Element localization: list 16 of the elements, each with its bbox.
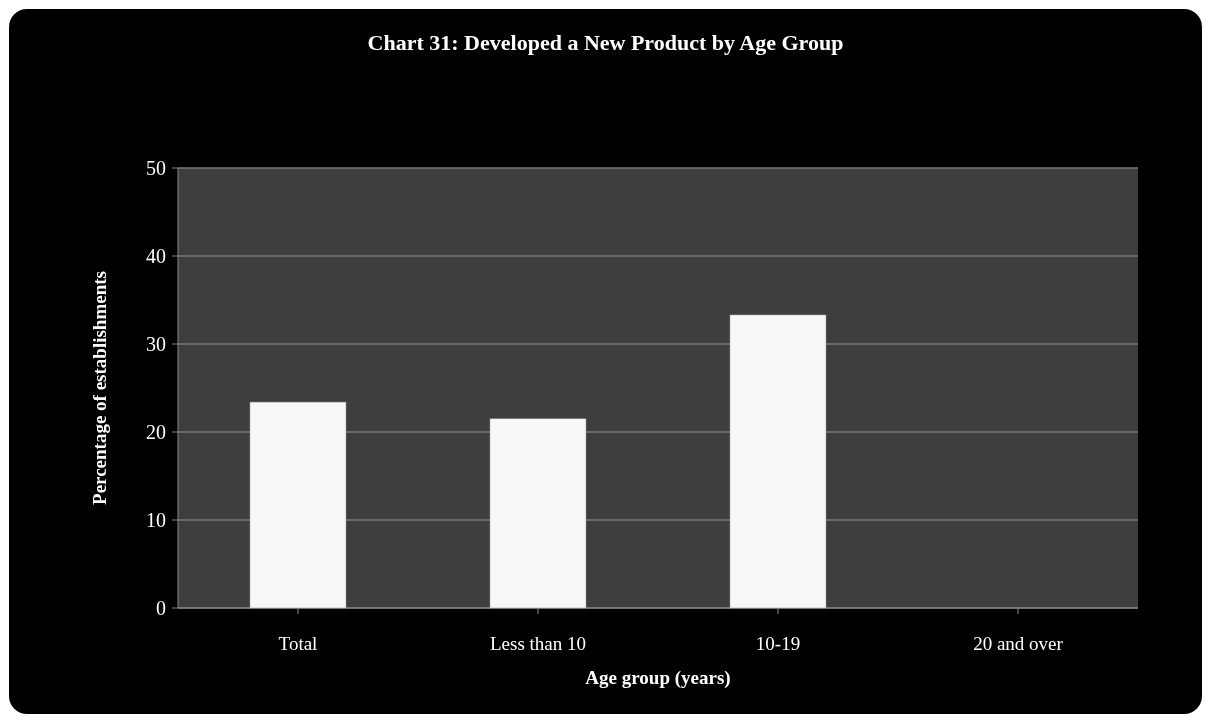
x-tick-label: 20 and over — [973, 633, 1064, 654]
y-tick-label: 0 — [156, 597, 166, 619]
x-tick-label: Less than 10 — [489, 633, 587, 654]
x-tick-label: Total — [278, 633, 318, 654]
y-tick-label: 30 — [146, 333, 166, 355]
y-tick-label: 20 — [146, 421, 166, 443]
bar — [249, 401, 347, 609]
y-tick-label: 40 — [146, 245, 166, 267]
x-tick-label: 10-19 — [755, 633, 801, 654]
y-tick-label: 50 — [146, 157, 166, 179]
y-tick-label: 10 — [146, 509, 166, 531]
chart-title: Chart 31: Developed a New Product by Age Group — [367, 30, 844, 55]
y-axis-title: Percentage of establishments — [89, 271, 110, 505]
bar — [489, 418, 587, 609]
x-axis-title: Age group (years) — [585, 667, 731, 689]
bar — [729, 314, 827, 609]
